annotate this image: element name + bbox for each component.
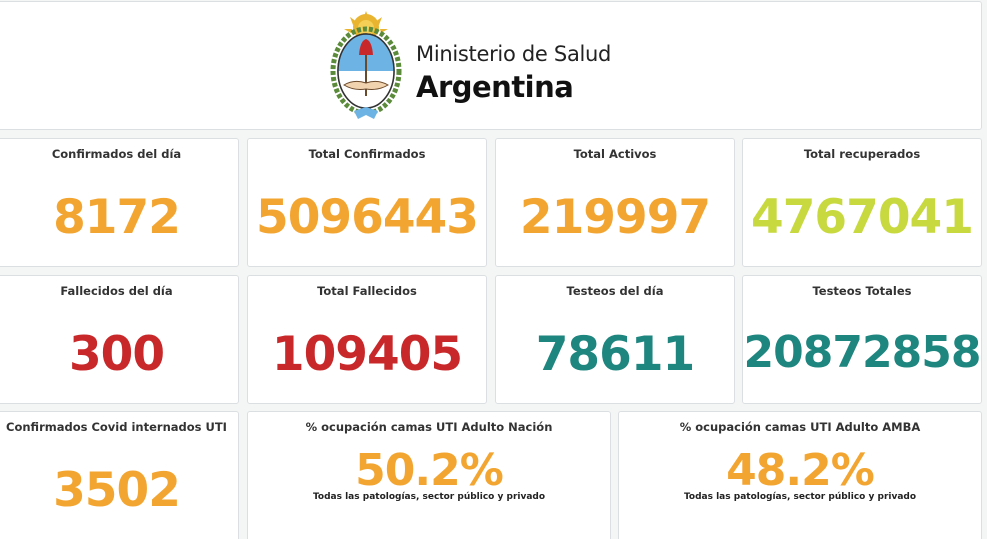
stat-title: Testeos del día	[566, 284, 664, 298]
stat-value: 3502	[53, 463, 181, 518]
stat-value: 8172	[53, 190, 181, 245]
stat-card-fallecidos-dia: Fallecidos del día 300	[0, 275, 239, 404]
stat-value: 219997	[519, 190, 711, 245]
stat-value: 48.2%	[726, 445, 875, 496]
stat-value: 109405	[271, 327, 463, 382]
coat-of-arms-logo	[330, 11, 402, 119]
stat-note: Todas las patologías, sector público y p…	[683, 492, 917, 502]
stat-card-internados-uti: Confirmados Covid internados UTI 3502	[0, 411, 239, 539]
stat-title: Total Fallecidos	[317, 284, 417, 298]
stat-title: Confirmados Covid internados UTI	[6, 420, 227, 434]
stat-title: Testeos Totales	[812, 284, 912, 298]
stat-value: 78611	[535, 327, 696, 382]
stat-title: % ocupación camas UTI Adulto AMBA	[679, 420, 921, 434]
stat-title: Total Confirmados	[308, 147, 426, 161]
stat-card-ocupacion-nacion: % ocupación camas UTI Adulto Nación 50.2…	[247, 411, 611, 539]
ministry-name: Ministerio de Salud	[416, 42, 612, 66]
stat-note: Todas las patologías, sector público y p…	[312, 492, 546, 502]
stat-card-ocupacion-amba: % ocupación camas UTI Adulto AMBA 48.2% …	[618, 411, 982, 539]
stat-card-testeos-dia: Testeos del día 78611	[495, 275, 735, 404]
stat-value: 50.2%	[355, 445, 504, 496]
stat-value: 300	[68, 327, 165, 382]
header-panel: Ministerio de Salud Argentina	[0, 1, 982, 130]
stat-card-total-activos: Total Activos 219997	[495, 138, 735, 267]
stat-card-total-confirmados: Total Confirmados 5096443	[247, 138, 487, 267]
stat-card-confirmados-dia: Confirmados del día 8172	[0, 138, 239, 267]
stat-card-total-fallecidos: Total Fallecidos 109405	[247, 275, 487, 404]
stat-title: % ocupación camas UTI Adulto Nación	[305, 420, 553, 434]
country-name: Argentina	[416, 70, 574, 104]
stat-value: 20872858	[743, 327, 982, 378]
stat-title: Fallecidos del día	[60, 284, 173, 298]
stat-title: Confirmados del día	[51, 147, 182, 161]
stat-card-testeos-totales: Testeos Totales 20872858	[742, 275, 982, 404]
stat-value: 5096443	[256, 190, 479, 245]
stat-title: Total recuperados	[803, 147, 921, 161]
stat-title: Total Activos	[573, 147, 657, 161]
stat-card-total-recuperados: Total recuperados 4767041	[742, 138, 982, 267]
stat-value: 4767041	[751, 190, 974, 245]
